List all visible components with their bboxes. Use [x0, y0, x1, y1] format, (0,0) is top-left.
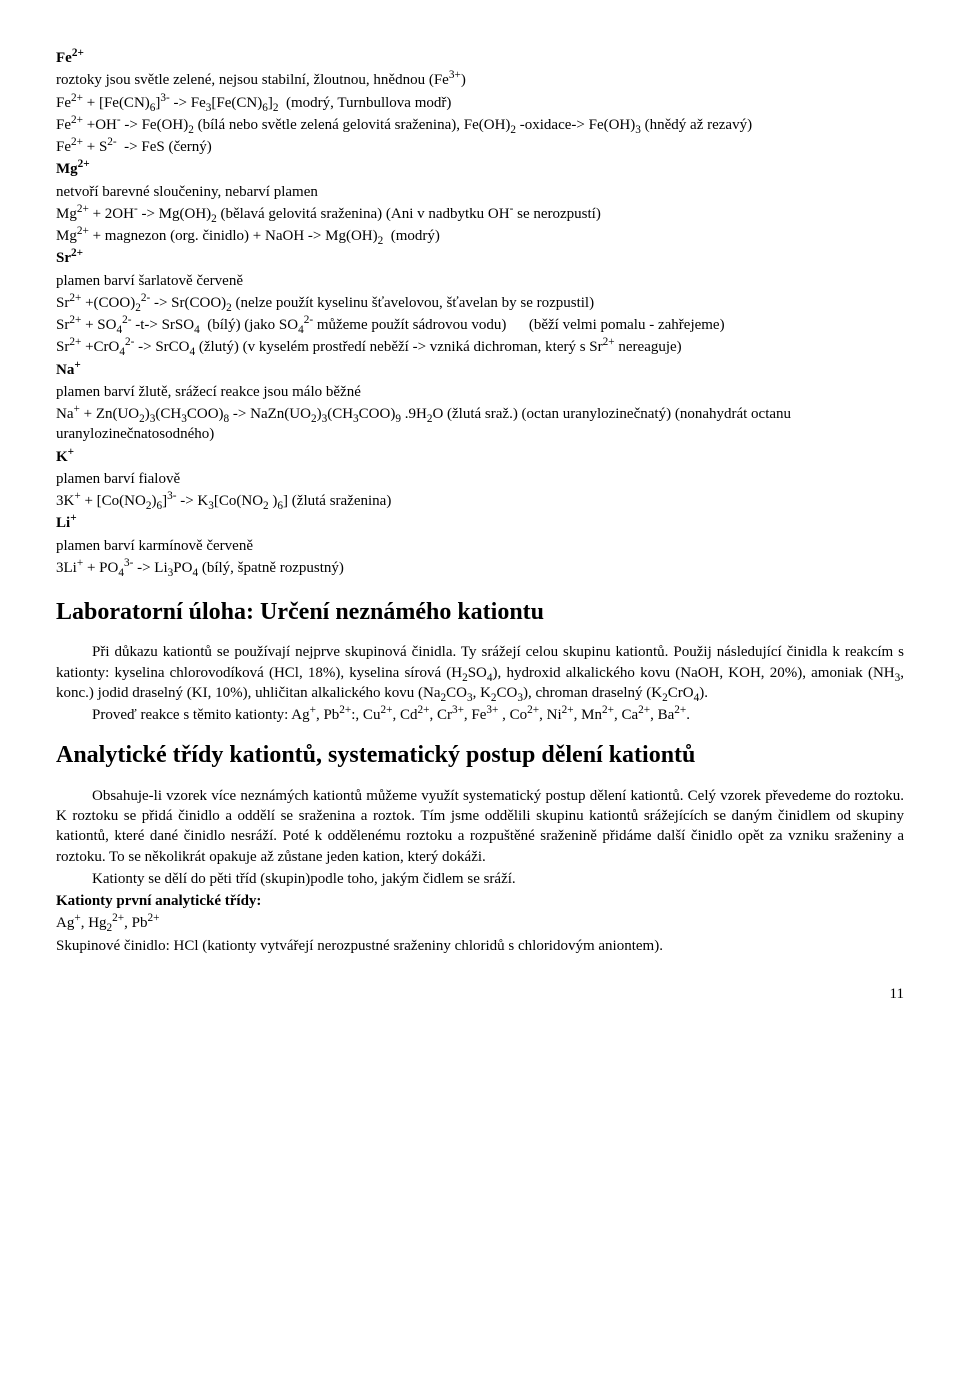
chem-line: Fe2+ +OH- -> Fe(OH)2 (bílá nebo světle z… [56, 115, 904, 135]
chem-line: Fe2+ + [Fe(CN)6]3- -> Fe3[Fe(CN)6]2 (mod… [56, 93, 904, 113]
lab-task-paragraphs: Při důkazu kationtů se používají nejprve… [56, 642, 904, 725]
chem-line: netvoří barevné sloučeniny, nebarví plam… [56, 182, 904, 202]
lab-paragraph: Proveď reakce s těmito kationty: Ag+, Pb… [56, 705, 904, 725]
chem-line: roztoky jsou světle zelené, nejsou stabi… [56, 70, 904, 90]
section-paragraph: Ag+, Hg22+, Pb2+ [56, 913, 904, 933]
chem-line: Sr2+ + SO42- -t-> SrSO4 (bílý) (jako SO4… [56, 315, 904, 335]
chem-line: Fe2+ + S2- -> FeS (černý) [56, 137, 904, 157]
chem-line: Mg2+ + magnezon (org. činidlo) + NaOH ->… [56, 226, 904, 246]
page-number: 11 [56, 984, 904, 1004]
chem-line: K+ [56, 447, 904, 467]
chemistry-reactions-block: Fe2+roztoky jsou světle zelené, nejsou s… [56, 48, 904, 578]
chem-line: Sr2+ +(COO)22- -> Sr(COO)2 (nelze použít… [56, 293, 904, 313]
chem-line: plamen barví fialově [56, 469, 904, 489]
chem-line: plamen barví karmínově červeně [56, 536, 904, 556]
chem-line: 3K+ + [Co(NO2)6]3- -> K3[Co(NO2 )6] (žlu… [56, 491, 904, 511]
chem-line: Sr2+ [56, 248, 904, 268]
chem-line: 3Li+ + PO43- -> Li3PO4 (bílý, špatně roz… [56, 558, 904, 578]
chem-line: Na+ + Zn(UO2)3(CH3COO)8 -> NaZn(UO2)3(CH… [56, 404, 904, 445]
chem-line: Mg2+ + 2OH- -> Mg(OH)2 (bělavá gelovitá … [56, 204, 904, 224]
section-paragraph: Skupinové činidlo: HCl (kationty vytváře… [56, 936, 904, 956]
chem-line: Li+ [56, 513, 904, 533]
section-paragraph: Obsahuje-li vzorek více neznámých kation… [56, 786, 904, 867]
chem-line: plamen barví šarlatově červeně [56, 271, 904, 291]
chem-line: Sr2+ +CrO42- -> SrCO4 (žlutý) (v kyselém… [56, 337, 904, 357]
section-paragraph: Kationty se dělí do pěti tříd (skupin)po… [56, 869, 904, 889]
lab-task-heading: Laboratorní úloha: Určení neznámého kati… [56, 596, 904, 628]
chem-line: plamen barví žlutě, srážecí reakce jsou … [56, 382, 904, 402]
chem-line: Na+ [56, 360, 904, 380]
analytic-classes-heading: Analytické třídy kationtů, systematický … [56, 739, 904, 771]
section-paragraph: Kationty první analytické třídy: [56, 891, 904, 911]
lab-paragraph: Při důkazu kationtů se používají nejprve… [56, 642, 904, 703]
chem-line: Mg2+ [56, 159, 904, 179]
analytic-classes-paragraphs: Obsahuje-li vzorek více neznámých kation… [56, 786, 904, 956]
chem-line: Fe2+ [56, 48, 904, 68]
